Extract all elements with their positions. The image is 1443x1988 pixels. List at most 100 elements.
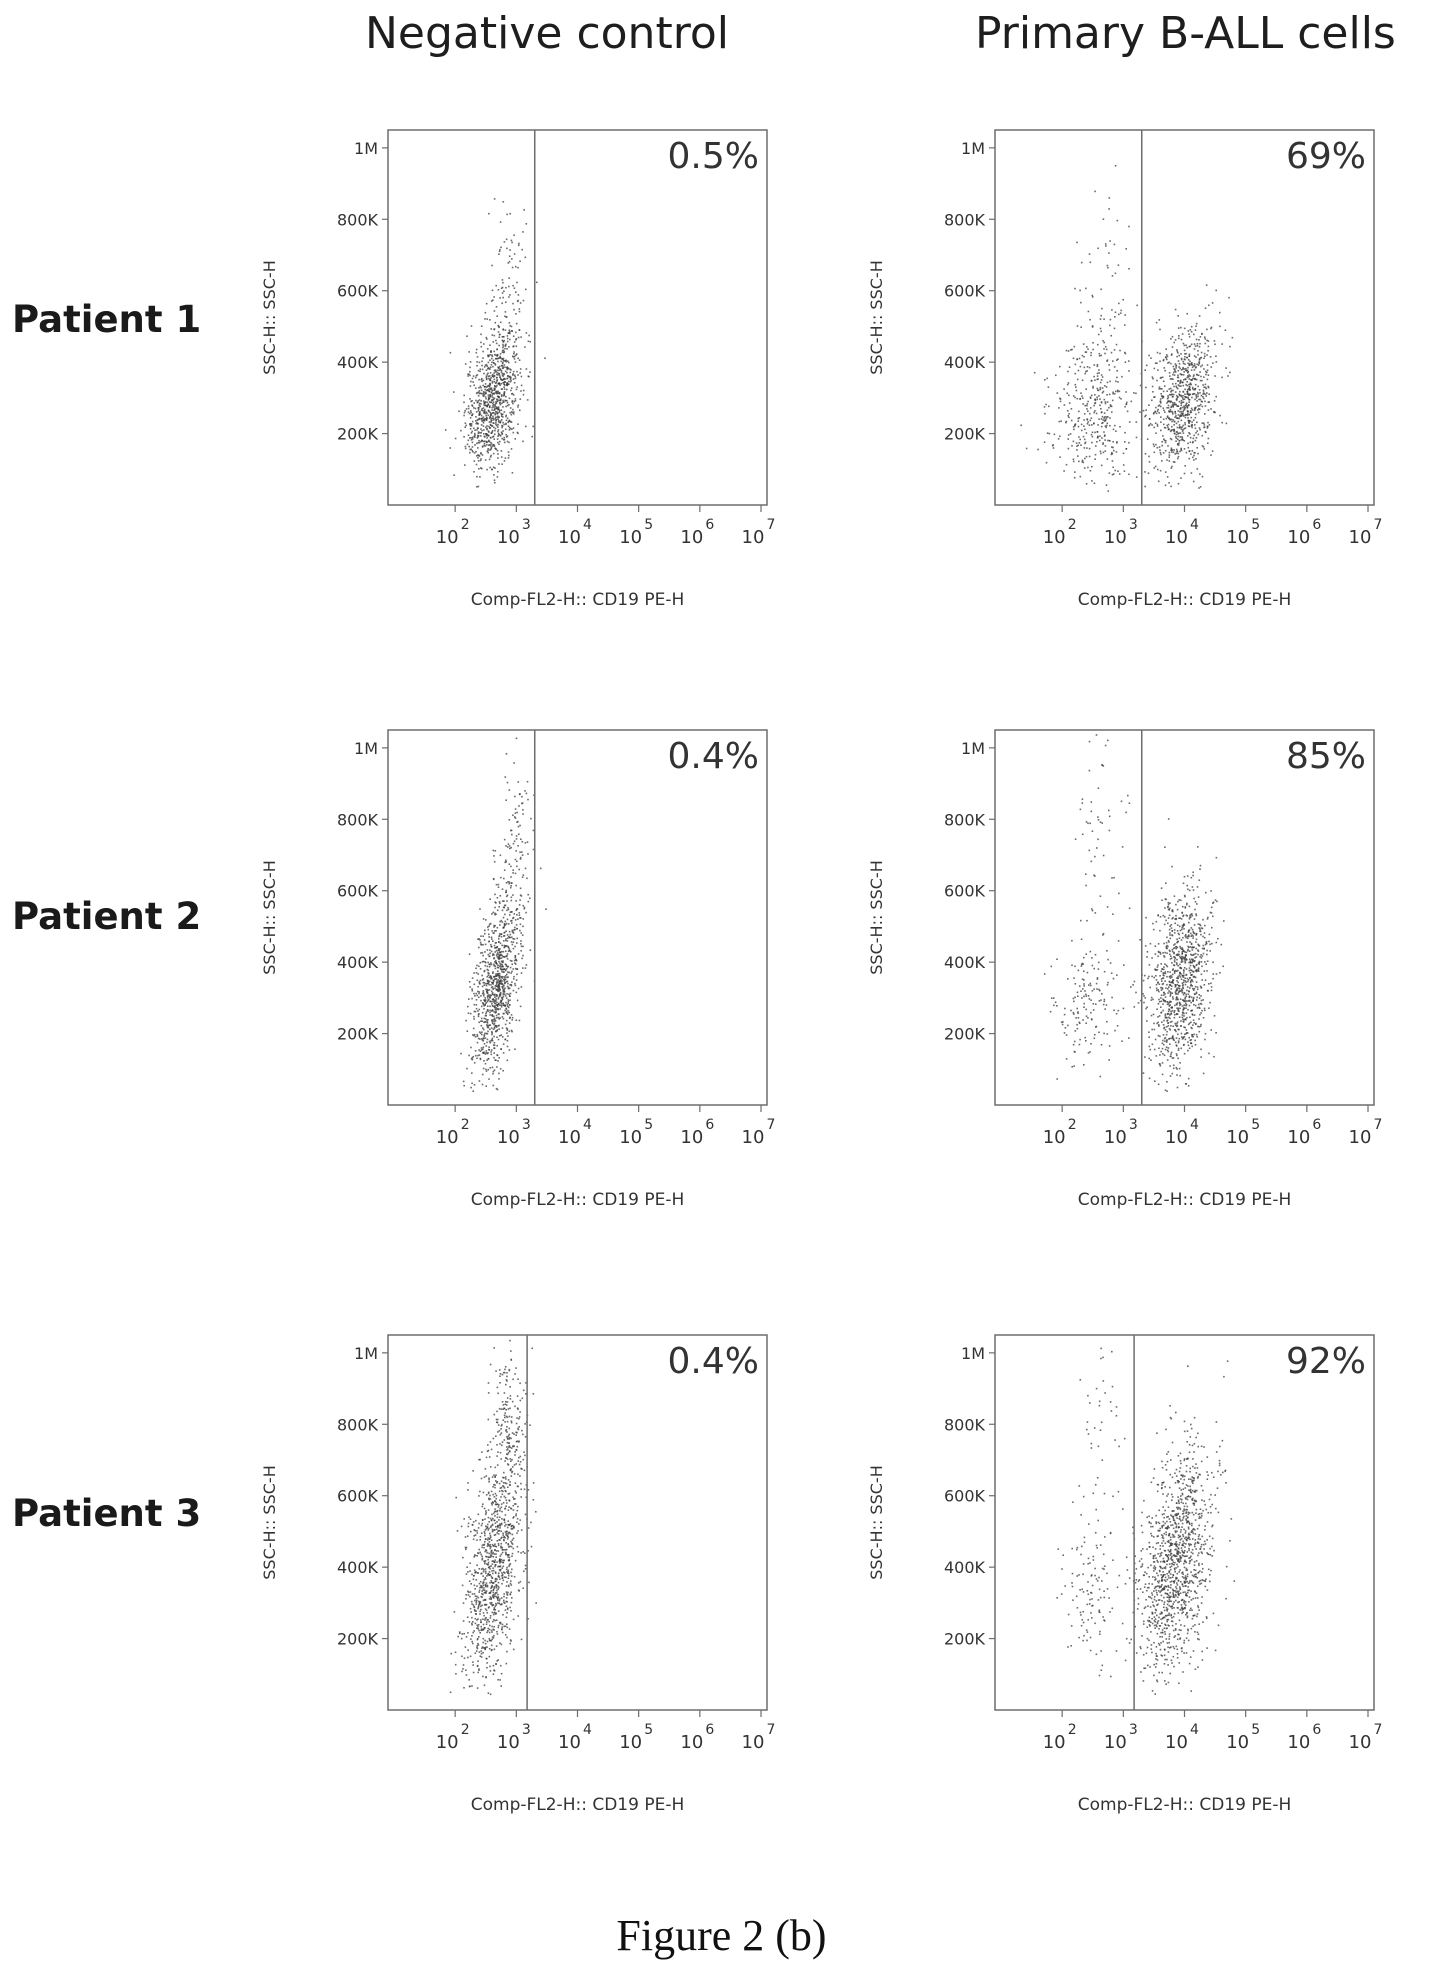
event-dot: [517, 404, 520, 406]
event-dot: [508, 1011, 510, 1014]
event-dot: [471, 988, 473, 990]
event-dot: [506, 366, 508, 368]
event-dot: [496, 449, 499, 452]
event-dot: [1198, 1018, 1200, 1020]
event-dot: [1221, 421, 1223, 424]
event-dot: [1164, 471, 1167, 473]
y-tick-label: 400K: [944, 953, 986, 972]
event-dot: [504, 366, 506, 368]
event-dot: [1091, 830, 1094, 832]
event-dot: [1091, 480, 1093, 482]
event-dot: [1166, 1003, 1169, 1006]
event-dot: [1204, 430, 1207, 433]
event-dot: [1174, 371, 1177, 373]
event-dot: [495, 1645, 498, 1647]
event-dot: [483, 412, 485, 414]
event-dot: [1118, 473, 1121, 475]
event-dot: [501, 1567, 504, 1569]
event-dot: [1177, 1057, 1179, 1060]
event-dot: [510, 1014, 513, 1016]
event-dot: [510, 984, 513, 987]
event-dot: [1177, 1028, 1179, 1031]
event-dot: [1198, 963, 1200, 965]
event-dot: [493, 1608, 495, 1611]
event-dot: [491, 1530, 494, 1533]
event-dot: [477, 447, 479, 449]
event-dot: [509, 995, 511, 997]
event-dot: [1176, 443, 1179, 446]
event-dot: [1169, 1017, 1171, 1020]
event-dot: [1104, 434, 1106, 436]
event-dot: [474, 434, 476, 436]
event-dot: [1078, 985, 1081, 987]
event-dot: [493, 444, 495, 446]
event-dot: [1171, 465, 1173, 468]
event-dot: [1133, 1006, 1136, 1008]
event-dot: [1076, 1023, 1078, 1026]
event-dot: [1084, 442, 1086, 445]
event-dot: [494, 412, 497, 415]
event-dot: [471, 1082, 473, 1085]
x-tick-exponent: 2: [1068, 1117, 1077, 1133]
event-dot: [503, 985, 505, 987]
event-dot: [1162, 977, 1164, 979]
event-dot: [1162, 974, 1164, 976]
event-dot: [471, 414, 473, 416]
event-dot: [519, 368, 522, 370]
event-dot: [1125, 448, 1128, 450]
event-dot: [1197, 452, 1199, 455]
event-dot: [1177, 435, 1180, 438]
event-dot: [482, 1570, 485, 1573]
event-dot: [499, 297, 501, 299]
event-dot: [490, 377, 492, 379]
event-dot: [493, 328, 495, 331]
event-dot: [1166, 397, 1169, 400]
event-dot: [502, 986, 504, 988]
event-dot: [463, 1084, 465, 1087]
event-dot: [493, 397, 496, 400]
event-dot: [512, 968, 515, 970]
event-dot: [516, 386, 518, 388]
event-dot: [1107, 416, 1109, 418]
event-dot: [1179, 990, 1182, 992]
event-dot: [494, 413, 496, 416]
event-dot: [1097, 424, 1099, 426]
event-dot: [488, 444, 490, 446]
event-dot: [1094, 453, 1097, 456]
event-dot: [1176, 1007, 1178, 1009]
event-dot: [501, 302, 503, 305]
event-dot: [1182, 981, 1185, 984]
event-dot: [507, 945, 509, 948]
event-dot: [1180, 1032, 1183, 1035]
event-dot: [1096, 364, 1099, 366]
event-dot: [1150, 357, 1152, 359]
event-dot: [1186, 409, 1189, 412]
event-dot: [1183, 472, 1186, 475]
event-dot: [498, 399, 500, 401]
event-dot: [1212, 977, 1214, 980]
event-dot: [1086, 971, 1089, 974]
event-dot: [486, 373, 489, 376]
event-dot: [1200, 1023, 1202, 1026]
event-dot: [1173, 432, 1176, 435]
event-dot: [1102, 934, 1104, 936]
event-dot: [1203, 357, 1205, 359]
event-dot: [1082, 403, 1084, 405]
event-dot: [1172, 996, 1174, 998]
event-dot: [1203, 368, 1205, 370]
event-dot: [1185, 995, 1188, 998]
event-dot: [482, 960, 485, 963]
event-dot: [508, 255, 511, 257]
event-dot: [505, 955, 507, 958]
event-dot: [471, 405, 474, 407]
event-dot: [1074, 1030, 1077, 1032]
event-dot: [1096, 441, 1098, 443]
event-dot: [476, 455, 478, 457]
event-dot: [1192, 960, 1194, 963]
event-dot: [1145, 414, 1147, 417]
event-dot: [1213, 1055, 1215, 1058]
event-dot: [524, 346, 526, 348]
event-dot: [1190, 913, 1192, 916]
event-dot: [487, 451, 490, 454]
event-dot: [500, 246, 502, 249]
